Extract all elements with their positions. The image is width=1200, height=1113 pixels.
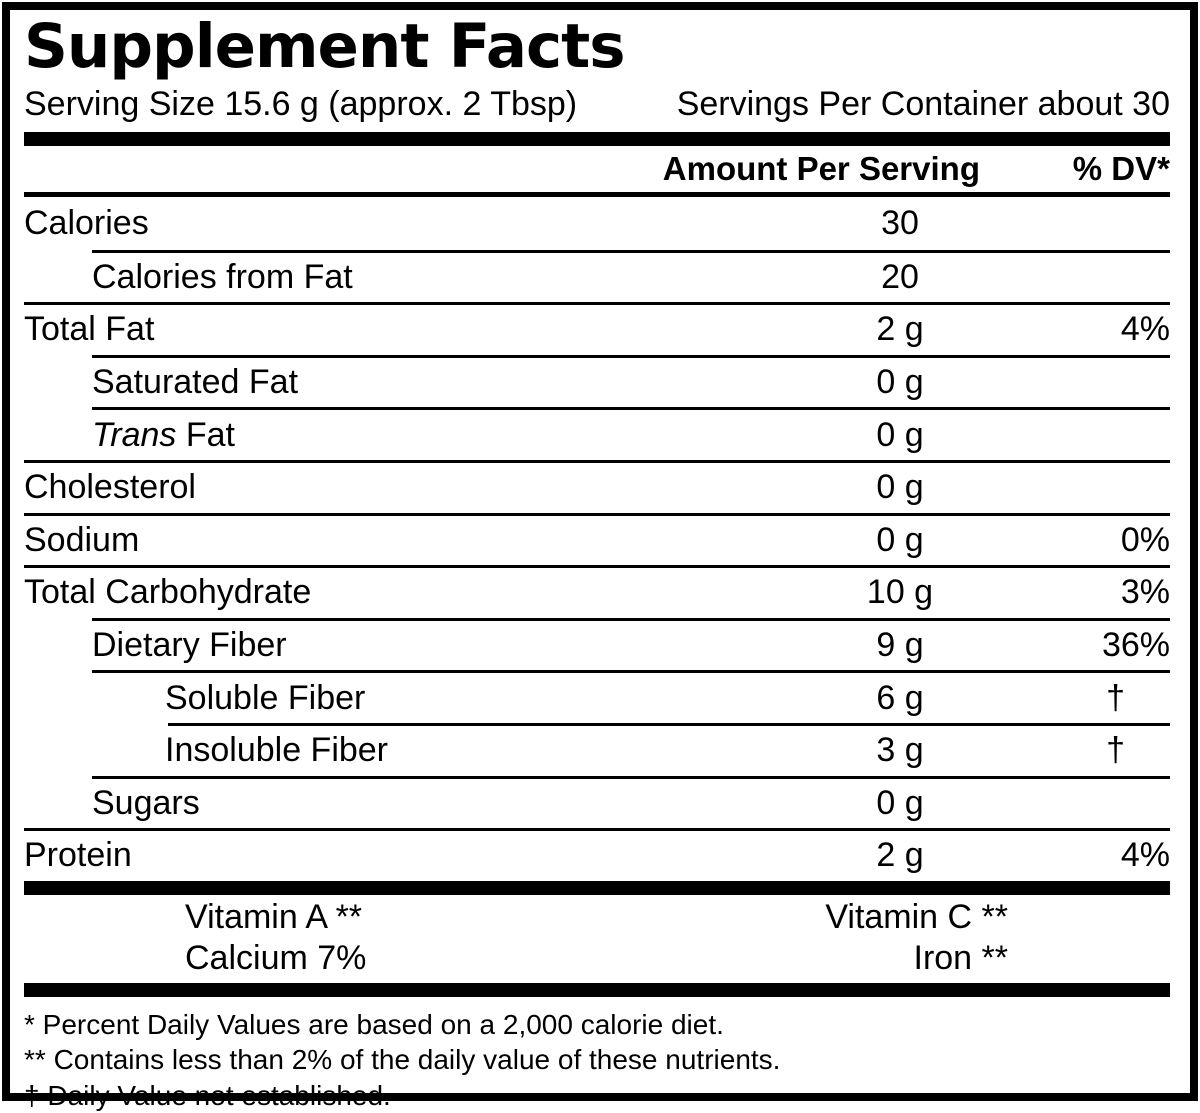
table-row-soluble-fiber: Soluble Fiber 6 g †: [24, 670, 1170, 723]
row-divider: [24, 828, 1170, 832]
table-row-dietary-fiber: Dietary Fiber 9 g 36%: [24, 617, 1170, 671]
percent-dv-header: % DV*: [1072, 150, 1170, 187]
row-amount: 0 g: [876, 468, 924, 507]
row-amount: 2 g: [876, 310, 924, 349]
label-title: Supplement Facts: [24, 11, 626, 82]
thick-divider-top: [24, 132, 1170, 146]
row-amount: 0 g: [876, 415, 924, 454]
serving-info: Serving Size 15.6 g (approx. 2 Tbsp) Ser…: [24, 85, 1170, 123]
table-row-sugars: Sugars 0 g: [24, 775, 1170, 829]
row-amount: 9 g: [876, 626, 924, 665]
footnote-dv-not-established: † Daily Value not established.: [24, 1079, 391, 1111]
row-divider: [92, 775, 1170, 779]
row-label: Sodium: [24, 520, 140, 559]
table-row-calories-from-fat: Calories from Fat 20: [24, 249, 1170, 303]
row-label: Protein: [24, 836, 132, 875]
table-row-insoluble-fiber: Insoluble Fiber 3 g †: [24, 722, 1170, 776]
thick-divider-bottom: [24, 982, 1170, 997]
row-amount: 2 g: [876, 836, 924, 875]
micronutrient-row: Calcium 7% Iron **: [24, 938, 1170, 979]
row-label: Sugars: [92, 783, 200, 822]
column-header-row: Amount Per Serving % DV*: [24, 146, 1170, 192]
row-divider: [92, 670, 1170, 674]
row-amount: 20: [881, 257, 919, 296]
row-amount: 10 g: [866, 573, 934, 612]
serving-size: Serving Size 15.6 g (approx. 2 Tbsp): [24, 85, 578, 123]
servings-per-container: Servings Per Container about 30: [676, 85, 1170, 123]
row-label: Calories from Fat: [92, 257, 353, 296]
amount-per-serving-header: Amount Per Serving: [662, 150, 980, 187]
row-label: Trans Fat: [92, 415, 235, 454]
row-label: Cholesterol: [24, 468, 196, 507]
footnote-daily-values: * Percent Daily Values are based on a 2,…: [24, 1008, 724, 1040]
nutrient-table: Calories 30 Calories from Fat 20 Total F…: [24, 197, 1170, 881]
row-divider: [24, 459, 1170, 463]
row-amount: 0 g: [876, 363, 924, 402]
table-row-sodium: Sodium 0 g 0%: [24, 512, 1170, 566]
row-amount: 0 g: [876, 783, 924, 822]
table-row-cholesterol: Cholesterol 0 g: [24, 459, 1170, 513]
row-divider: [92, 249, 1170, 253]
row-label: Total Carbohydrate: [24, 573, 312, 612]
table-row-calories: Calories 30: [24, 197, 1170, 250]
micronutrient-right: Vitamin C **: [825, 897, 1008, 936]
row-amount: 3 g: [876, 731, 924, 770]
row-label: Dietary Fiber: [92, 626, 287, 665]
micronutrient-right: Iron **: [913, 938, 1009, 977]
row-divider: [92, 407, 1170, 411]
thick-divider-mid: [24, 880, 1170, 895]
row-divider: [24, 565, 1170, 569]
table-row-saturated-fat: Saturated Fat 0 g: [24, 354, 1170, 408]
row-label: Total Fat: [24, 310, 155, 349]
row-divider: [24, 512, 1170, 516]
micronutrient-left: Calcium 7%: [185, 938, 367, 977]
footnotes: * Percent Daily Values are based on a 2,…: [24, 997, 1170, 1113]
micronutrient-row: Vitamin A ** Vitamin C **: [24, 897, 1170, 938]
header-rule: [24, 192, 1170, 197]
row-dv: 0%: [1120, 520, 1170, 559]
row-label: Saturated Fat: [92, 363, 299, 402]
row-label: Soluble Fiber: [165, 678, 366, 717]
row-label: Insoluble Fiber: [165, 731, 389, 770]
table-row-protein: Protein 2 g 4%: [24, 828, 1170, 881]
table-row-total-fat: Total Fat 2 g 4%: [24, 302, 1170, 355]
row-dv: 4%: [1120, 836, 1170, 875]
micronutrient-left: Vitamin A **: [185, 897, 363, 936]
table-row-total-carbohydrate: Total Carbohydrate 10 g 3%: [24, 565, 1170, 618]
row-dv: 3%: [1120, 573, 1170, 612]
footnote-less-than-2-percent: ** Contains less than 2% of the daily va…: [24, 1044, 781, 1076]
row-divider: [24, 302, 1170, 306]
row-divider: [92, 617, 1170, 621]
row-label: Calories: [24, 203, 149, 242]
micronutrients-section: Vitamin A ** Vitamin C ** Calcium 7% Iro…: [24, 895, 1170, 983]
row-dv: †: [1106, 678, 1125, 717]
row-dv: 36%: [1101, 626, 1170, 665]
row-divider: [92, 354, 1170, 358]
row-divider: [168, 722, 1170, 726]
row-dv: †: [1106, 731, 1125, 770]
row-dv: 4%: [1120, 310, 1170, 349]
row-amount: 30: [881, 203, 919, 242]
row-amount: 6 g: [876, 678, 924, 717]
table-row-trans-fat: Trans Fat 0 g: [24, 407, 1170, 460]
row-amount: 0 g: [876, 520, 924, 559]
